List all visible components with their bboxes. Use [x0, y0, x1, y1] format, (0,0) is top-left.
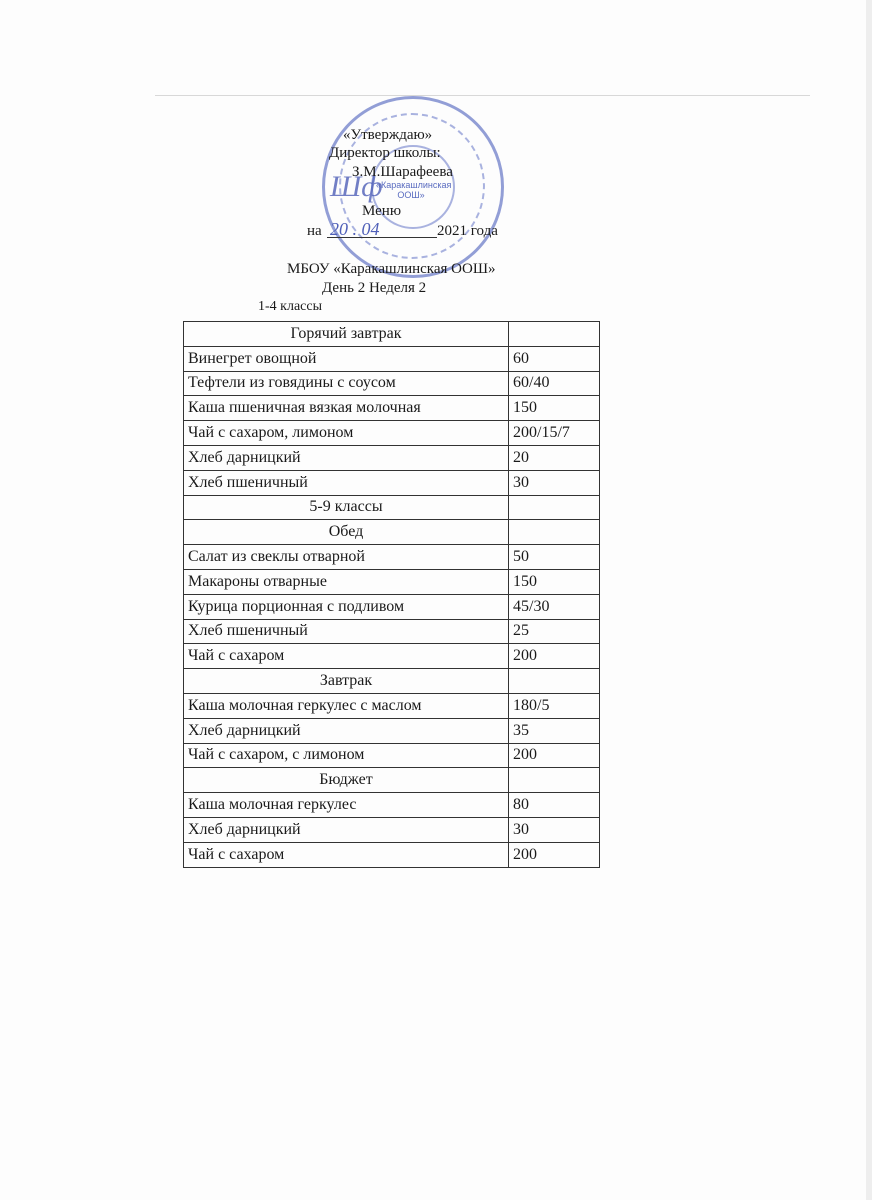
school-name: МБОУ «Каракашлинская ООШ» [287, 261, 496, 277]
portion-value: 180/5 [508, 692, 600, 719]
section-title: Горячий завтрак [183, 321, 509, 347]
portion-value: 25 [508, 618, 600, 645]
section-title: 5-9 классы [183, 494, 509, 521]
table-row: Хлеб пшеничный 25 [183, 618, 600, 645]
table-row: Макароны отварные 150 [183, 568, 600, 595]
section-row: Обед [183, 519, 600, 546]
approval-line3: З.М.Шарафеева [352, 164, 453, 180]
table-row: Хлеб дарницкий 20 [183, 444, 600, 471]
portion-value: 35 [508, 717, 600, 744]
portion-value: 200 [508, 841, 600, 868]
portion-value [508, 668, 600, 694]
dish-name: Каша молочная геркулес [183, 792, 509, 818]
dish-name: Каша пшеничная вязкая молочная [183, 395, 509, 422]
portion-value: 60 [508, 345, 600, 372]
dish-name: Чай с сахаром, лимоном [183, 420, 509, 446]
portion-value: 60/40 [508, 370, 600, 397]
table-row: Чай с сахаром, с лимоном 200 [183, 742, 600, 769]
table-row: Каша молочная геркулес 80 [183, 792, 600, 818]
table-row: Чай с сахаром 200 [183, 841, 600, 868]
portion-value: 30 [508, 816, 600, 843]
menu-table: Горячий завтрак Винегрет овощной 60 Тефтели… [183, 321, 600, 868]
scan-edge [866, 0, 872, 1200]
section-row: Бюджет [183, 767, 600, 794]
portion-value: 200 [508, 742, 600, 769]
portion-value: 200 [508, 643, 600, 670]
dish-name: Хлеб дарницкий [183, 444, 509, 471]
portion-value: 150 [508, 395, 600, 422]
table-row: Винегрет овощной 60 [183, 345, 600, 372]
dish-name: Тефтели из говядины с соусом [183, 370, 509, 397]
section-title: Обед [183, 519, 509, 546]
portion-value [508, 321, 600, 347]
portion-value: 50 [508, 544, 600, 570]
date-suffix: 2021 года [437, 223, 498, 239]
scan-line [155, 95, 810, 96]
section-row: Завтрак [183, 668, 600, 694]
portion-value: 150 [508, 568, 600, 595]
day-week: День 2 Неделя 2 [322, 280, 427, 296]
date-underline [327, 237, 437, 238]
portion-value [508, 494, 600, 521]
portion-value [508, 767, 600, 794]
portion-value: 30 [508, 469, 600, 496]
dish-name: Хлеб пшеничный [183, 618, 509, 645]
dish-name: Чай с сахаром [183, 643, 509, 670]
portion-value: 80 [508, 792, 600, 818]
approval-line2: Директор школы: [329, 145, 441, 161]
dish-name: Винегрет овощной [183, 345, 509, 372]
school-stamp [322, 96, 504, 278]
grades-label: 1-4 классы [258, 299, 322, 314]
portion-value [508, 519, 600, 546]
portion-value: 200/15/7 [508, 420, 600, 446]
section-title: Завтрак [183, 668, 509, 694]
portion-value: 20 [508, 444, 600, 471]
table-row: Хлеб дарницкий 30 [183, 816, 600, 843]
dish-name: Хлеб дарницкий [183, 717, 509, 744]
date-prefix: на [307, 223, 322, 239]
dish-name: Чай с сахаром, с лимоном [183, 742, 509, 769]
signature: Шф [330, 170, 383, 203]
table-row: Каша молочная геркулес с маслом 180/5 [183, 692, 600, 719]
table-row: Чай с сахаром, лимоном 200/15/7 [183, 420, 600, 446]
table-row: Хлеб пшеничный 30 [183, 469, 600, 496]
table-row: Каша пшеничная вязкая молочная 150 [183, 395, 600, 422]
date-handwritten: 20 . 04 [330, 219, 380, 239]
dish-name: Хлеб дарницкий [183, 816, 509, 843]
table-row: Салат из свеклы отварной 50 [183, 544, 600, 570]
dish-name: Хлеб пшеничный [183, 469, 509, 496]
dish-name: Макароны отварные [183, 568, 509, 595]
doc-title: Меню [362, 203, 402, 219]
dish-name: Чай с сахаром [183, 841, 509, 868]
section-row: Горячий завтрак [183, 321, 600, 347]
table-row: Тефтели из говядины с соусом 60/40 [183, 370, 600, 397]
approval-line1: «Утверждаю» [343, 127, 433, 143]
section-title: Бюджет [183, 767, 509, 794]
portion-value: 45/30 [508, 593, 600, 620]
dish-name: Каша молочная геркулес с маслом [183, 692, 509, 719]
dish-name: Салат из свеклы отварной [183, 544, 509, 570]
table-row: Чай с сахаром 200 [183, 643, 600, 670]
stamp-text: «Каракашлинская ООШ» [376, 180, 452, 200]
table-row: Хлеб дарницкий 35 [183, 717, 600, 744]
table-row: Курица порционная с подливом 45/30 [183, 593, 600, 620]
section-row: 5-9 классы [183, 494, 600, 521]
dish-name: Курица порционная с подливом [183, 593, 509, 620]
